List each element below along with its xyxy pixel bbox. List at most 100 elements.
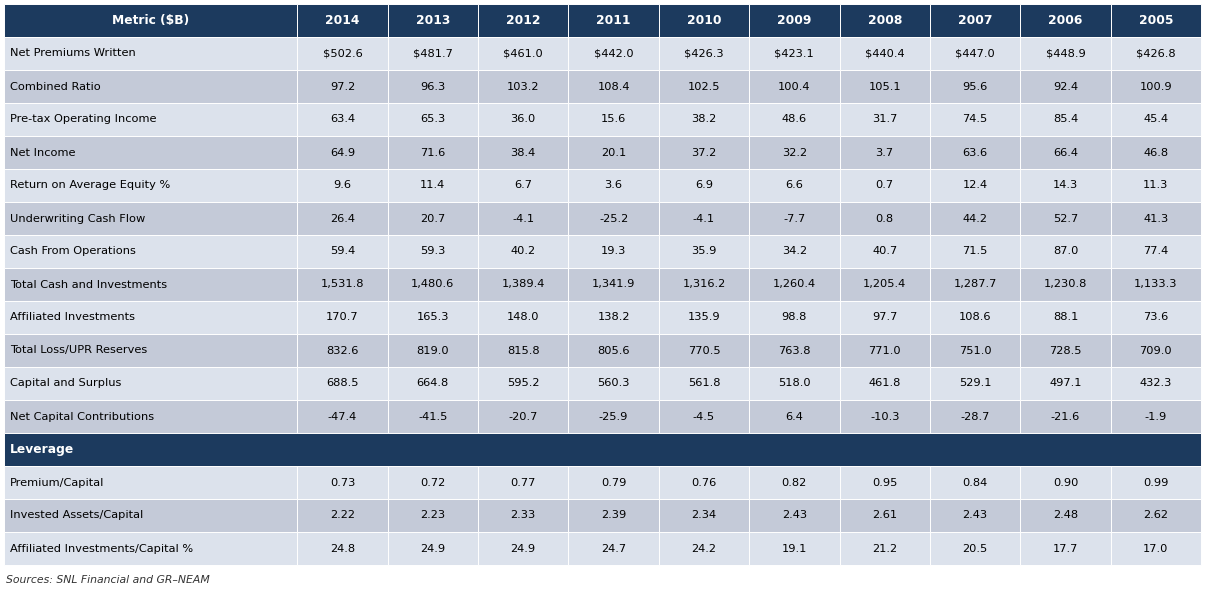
Text: 45.4: 45.4 [1144, 114, 1169, 125]
Text: 65.3: 65.3 [421, 114, 446, 125]
Text: 1,389.4: 1,389.4 [501, 280, 545, 289]
Text: 100.4: 100.4 [778, 81, 811, 91]
Bar [930, 268, 1021, 301]
Bar [298, 268, 388, 301]
Bar [4, 301, 298, 334]
Bar [298, 301, 388, 334]
Text: 2.61: 2.61 [872, 511, 898, 520]
Bar [298, 532, 388, 565]
Bar [930, 499, 1021, 532]
Bar [930, 4, 1021, 37]
Text: 0.76: 0.76 [692, 477, 717, 488]
Text: 815.8: 815.8 [507, 345, 540, 356]
Text: 31.7: 31.7 [872, 114, 898, 125]
Text: 832.6: 832.6 [327, 345, 359, 356]
Text: 0.84: 0.84 [963, 477, 988, 488]
Text: 432.3: 432.3 [1140, 379, 1172, 389]
Bar [1111, 301, 1201, 334]
Bar [1021, 235, 1111, 268]
Bar [840, 400, 930, 433]
Text: 3.7: 3.7 [876, 148, 894, 157]
Bar [388, 202, 478, 235]
Text: 0.72: 0.72 [421, 477, 446, 488]
Text: 1,341.9: 1,341.9 [592, 280, 635, 289]
Bar [388, 301, 478, 334]
Text: 497.1: 497.1 [1050, 379, 1082, 389]
Text: 74.5: 74.5 [963, 114, 988, 125]
Text: 46.8: 46.8 [1144, 148, 1169, 157]
Text: 34.2: 34.2 [782, 246, 807, 257]
Text: 24.9: 24.9 [421, 544, 446, 553]
Text: 32.2: 32.2 [782, 148, 807, 157]
Text: 20.1: 20.1 [601, 148, 627, 157]
Text: Total Cash and Investments: Total Cash and Investments [10, 280, 167, 289]
Text: 165.3: 165.3 [417, 313, 449, 322]
Text: 1,260.4: 1,260.4 [772, 280, 816, 289]
Text: 771.0: 771.0 [869, 345, 901, 356]
Text: $426.8: $426.8 [1136, 49, 1176, 58]
Text: Net Capital Contributions: Net Capital Contributions [10, 412, 154, 421]
Bar [659, 499, 750, 532]
Text: 92.4: 92.4 [1053, 81, 1078, 91]
Text: 41.3: 41.3 [1144, 213, 1169, 224]
Text: 9.6: 9.6 [334, 181, 352, 190]
Bar [569, 400, 659, 433]
Text: 688.5: 688.5 [327, 379, 359, 389]
Bar [840, 268, 930, 301]
Text: 1,230.8: 1,230.8 [1044, 280, 1087, 289]
Bar [750, 334, 840, 367]
Text: 2009: 2009 [777, 14, 811, 27]
Text: 0.8: 0.8 [876, 213, 894, 224]
Bar [478, 136, 569, 169]
Text: -4.1: -4.1 [512, 213, 534, 224]
Bar [478, 202, 569, 235]
Text: 102.5: 102.5 [688, 81, 721, 91]
Text: 38.2: 38.2 [692, 114, 717, 125]
Text: 52.7: 52.7 [1053, 213, 1078, 224]
Bar [569, 136, 659, 169]
Bar [1021, 70, 1111, 103]
Bar [750, 169, 840, 202]
Bar [1021, 499, 1111, 532]
Bar [569, 499, 659, 532]
Bar [4, 169, 298, 202]
Text: Capital and Surplus: Capital and Surplus [10, 379, 122, 389]
Bar [930, 367, 1021, 400]
Bar [1111, 202, 1201, 235]
Text: 15.6: 15.6 [601, 114, 627, 125]
Bar [930, 235, 1021, 268]
Text: 11.3: 11.3 [1144, 181, 1169, 190]
Bar [1111, 367, 1201, 400]
Text: 24.2: 24.2 [692, 544, 717, 553]
Text: 71.5: 71.5 [963, 246, 988, 257]
Text: Premium/Capital: Premium/Capital [10, 477, 105, 488]
Text: 38.4: 38.4 [511, 148, 536, 157]
Bar [478, 37, 569, 70]
Bar [388, 532, 478, 565]
Bar [1111, 4, 1201, 37]
Bar [4, 499, 298, 532]
Bar [930, 466, 1021, 499]
Bar [750, 235, 840, 268]
Bar [298, 169, 388, 202]
Text: 17.0: 17.0 [1144, 544, 1169, 553]
Text: 85.4: 85.4 [1053, 114, 1078, 125]
Text: 0.7: 0.7 [876, 181, 894, 190]
Text: 1,316.2: 1,316.2 [682, 280, 725, 289]
Text: Pre-tax Operating Income: Pre-tax Operating Income [10, 114, 157, 125]
Text: 59.3: 59.3 [421, 246, 446, 257]
Text: 2012: 2012 [506, 14, 541, 27]
Text: Net Premiums Written: Net Premiums Written [10, 49, 136, 58]
Bar [750, 268, 840, 301]
Bar [478, 367, 569, 400]
Text: 2.48: 2.48 [1053, 511, 1078, 520]
Bar [659, 400, 750, 433]
Bar [930, 400, 1021, 433]
Bar [659, 334, 750, 367]
Text: 19.3: 19.3 [601, 246, 627, 257]
Text: -4.1: -4.1 [693, 213, 715, 224]
Bar [4, 466, 298, 499]
Bar [1111, 70, 1201, 103]
Bar [298, 466, 388, 499]
Bar [1021, 37, 1111, 70]
